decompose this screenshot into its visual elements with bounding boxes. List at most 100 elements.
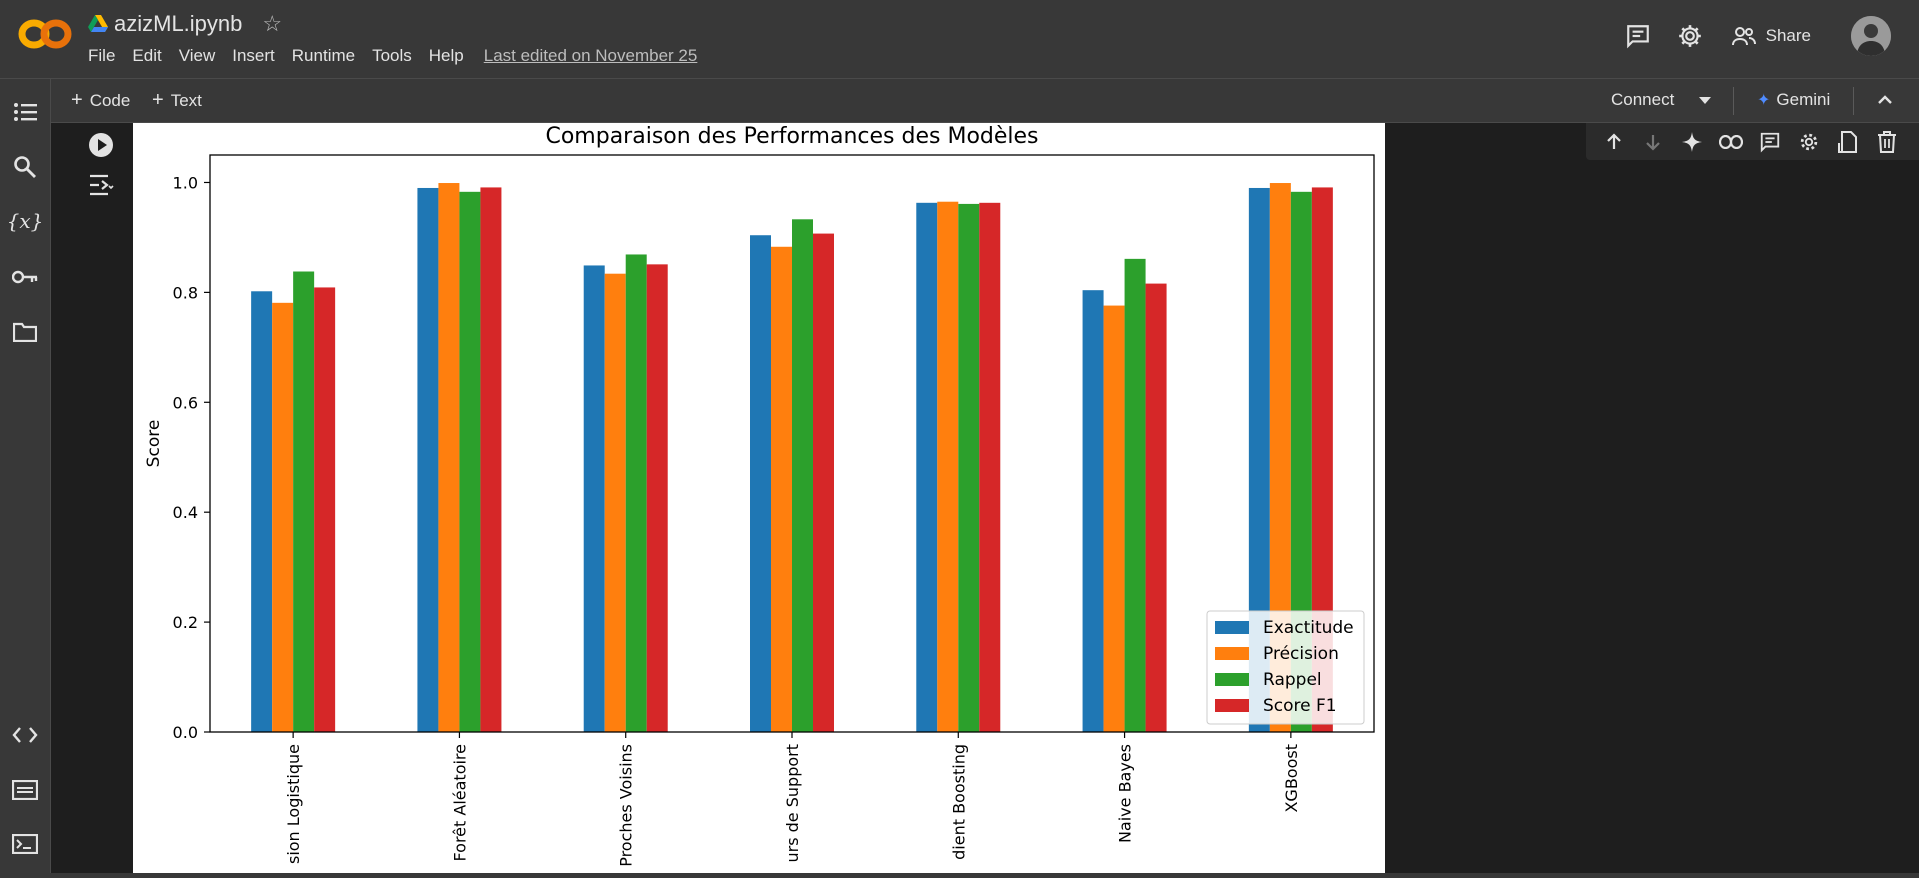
bar-rappel [1290, 191, 1312, 732]
secrets-key-icon[interactable] [12, 264, 38, 290]
link-icon[interactable] [1711, 123, 1750, 160]
bar-rappel [792, 219, 813, 732]
bar-pr-cision [272, 302, 294, 732]
move-down-icon[interactable] [1633, 123, 1672, 160]
top-bar: azizML.ipynb ☆ File Edit View Insert Run… [0, 0, 1919, 79]
output-actions-icon[interactable] [88, 173, 114, 197]
plus-icon: + [71, 89, 83, 111]
cell-gutter [51, 123, 133, 873]
legend-swatch [1215, 673, 1249, 686]
bar-score-f1 [646, 264, 668, 732]
connect-button[interactable]: Connect [1611, 90, 1675, 109]
x-tick-label: sion Logistique [284, 744, 303, 864]
bar-pr-cision [1103, 305, 1125, 732]
x-tick-label: Proches Voisins [617, 744, 636, 867]
add-code-label: Code [89, 90, 131, 110]
star-icon[interactable]: ☆ [262, 11, 283, 36]
settings-button[interactable] [1670, 16, 1710, 56]
comments-button[interactable] [1618, 16, 1658, 56]
legend-swatch [1215, 647, 1249, 660]
notebook-toolbar: + Code + Text Connect ✦ Gemini [51, 79, 1919, 123]
bar-exactitude [916, 202, 938, 732]
bar-pr-cision [1269, 183, 1291, 733]
variables-icon[interactable]: {x} [6, 209, 44, 233]
user-photo-icon [1851, 16, 1891, 56]
menu-edit[interactable]: Edit [132, 46, 162, 65]
y-axis-label: Score [144, 420, 164, 468]
chevron-down-icon[interactable] [1699, 97, 1711, 104]
x-tick-label: urs de Support [783, 744, 802, 862]
run-cell-button[interactable] [89, 133, 113, 157]
colab-logo-icon[interactable] [18, 16, 72, 52]
bar-chart: Comparaison des Performances des Modèles… [144, 124, 1375, 867]
bar-exactitude [1248, 187, 1270, 732]
share-label: Share [1765, 26, 1811, 45]
bar-rappel [1124, 258, 1146, 732]
bar-score-f1 [979, 202, 1001, 732]
gemini-button[interactable]: ✦ Gemini [1757, 90, 1830, 110]
legend-box [1206, 610, 1365, 725]
comment-icon[interactable] [1750, 123, 1789, 160]
bar-exactitude [1082, 290, 1104, 732]
notebook-title[interactable]: azizML.ipynb [114, 11, 243, 36]
y-tick-label: 1.0 [173, 173, 198, 192]
chevron-up-icon[interactable] [1876, 91, 1894, 109]
menu-runtime[interactable]: Runtime [291, 46, 356, 65]
bar-pr-cision [771, 246, 792, 732]
x-tick-label: dient Boosting [949, 744, 968, 860]
command-palette-icon[interactable] [12, 777, 38, 803]
delete-icon[interactable] [1868, 123, 1907, 160]
legend-entry: Exactitude [1263, 618, 1354, 638]
bar-score-f1 [813, 233, 834, 732]
menu-file[interactable]: File [88, 46, 116, 65]
table-of-contents-icon[interactable] [12, 99, 38, 125]
add-text-button[interactable]: + Text [152, 89, 202, 112]
people-icon [1731, 27, 1756, 46]
bar-rappel [958, 203, 980, 733]
gear-icon [1678, 25, 1701, 47]
divider [1733, 87, 1734, 115]
settings-icon[interactable] [1790, 123, 1829, 160]
bar-exactitude [417, 187, 439, 732]
bar-pr-cision [937, 201, 959, 732]
cell-toolbar [1586, 123, 1919, 160]
share-button[interactable]: Share [1731, 26, 1811, 46]
menu-view[interactable]: View [178, 46, 216, 65]
comment-icon [1626, 25, 1649, 49]
mirror-cell-icon[interactable] [1829, 123, 1868, 160]
bar-score-f1 [314, 287, 336, 732]
menu-help[interactable]: Help [428, 46, 464, 65]
gemini-spark-icon: ✦ [1757, 92, 1771, 109]
add-text-label: Text [170, 90, 202, 110]
legend-entry: Rappel [1263, 670, 1322, 690]
bar-pr-cision [438, 183, 460, 733]
last-edited-link[interactable]: Last edited on November 25 [483, 46, 698, 65]
divider [1853, 87, 1854, 115]
search-icon[interactable] [12, 154, 38, 180]
legend-entry: Précision [1263, 644, 1339, 664]
legend-swatch [1215, 621, 1249, 634]
bar-rappel [459, 191, 481, 732]
bar-exactitude [583, 265, 605, 732]
files-folder-icon[interactable] [12, 319, 38, 345]
avatar[interactable] [1851, 16, 1891, 56]
code-snippets-icon[interactable] [12, 722, 38, 748]
more-icon[interactable] [1907, 123, 1919, 160]
bar-exactitude [251, 291, 273, 732]
menu-insert[interactable]: Insert [232, 46, 275, 65]
terminal-icon[interactable] [12, 831, 38, 857]
bar-rappel [293, 271, 315, 732]
y-tick-label: 0.4 [173, 503, 198, 522]
cell-output-chart: Comparaison des Performances des Modèles… [133, 123, 1385, 873]
gemini-spark-icon[interactable] [1672, 123, 1711, 160]
notebook-content: Comparaison des Performances des Modèles… [51, 123, 1919, 873]
bar-score-f1 [1145, 283, 1167, 732]
bar-rappel [625, 254, 647, 732]
add-code-button[interactable]: + Code [71, 89, 130, 112]
y-tick-label: 0.8 [173, 283, 198, 302]
move-up-icon[interactable] [1594, 123, 1633, 160]
x-tick-label: Forêt Aléatoire [450, 744, 469, 861]
menu-tools[interactable]: Tools [372, 46, 412, 65]
x-tick-label: XGBoost [1282, 744, 1301, 813]
legend-entry: Score F1 [1263, 696, 1337, 716]
